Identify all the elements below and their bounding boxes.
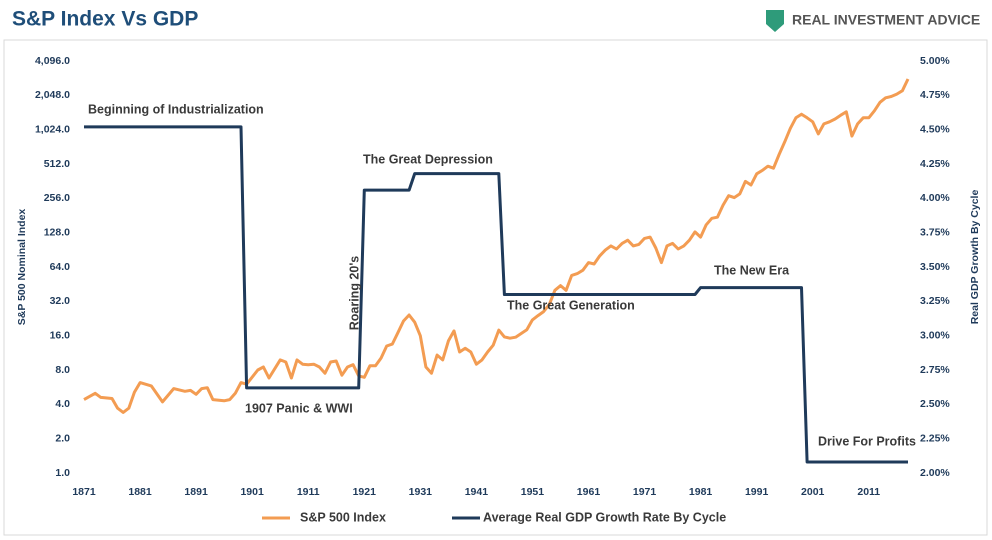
y-tick-label: 2.0 (55, 432, 70, 444)
series-line (83, 78, 910, 414)
y2-tick-label: 4.00% (920, 192, 950, 204)
y-tick-label: 4.0 (55, 398, 70, 410)
y2-tick-label: 2.00% (920, 467, 950, 479)
legend-label: S&P 500 Index (300, 510, 386, 524)
y2-axis-label: Real GDP Growth By Cycle (969, 190, 981, 325)
annotation: Beginning of Industrialization (88, 102, 264, 116)
chart-title: S&P Index Vs GDP (12, 8, 198, 31)
x-tick-label: 1911 (297, 486, 320, 498)
annotation: 1907 Panic & WWI (245, 401, 353, 415)
x-tick-label: 1951 (521, 486, 545, 498)
x-tick-label: 1891 (184, 486, 208, 498)
x-tick-label: 1901 (240, 486, 264, 498)
y2-tick-label: 5.00% (920, 55, 950, 67)
annotation: The Great Depression (363, 152, 493, 166)
y2-tick-label: 4.50% (920, 123, 950, 135)
x-tick-label: 1981 (689, 486, 713, 498)
x-tick-label: 2011 (857, 486, 880, 498)
y-tick-label: 64.0 (50, 261, 71, 273)
x-tick-label: 1921 (353, 486, 377, 498)
brand: REAL INVESTMENT ADVICE (792, 12, 980, 28)
logo-icon (766, 10, 784, 32)
y2-tick-label: 4.25% (920, 158, 950, 170)
y2-tick-label: 2.50% (920, 398, 950, 410)
y-tick-label: 32.0 (50, 295, 71, 307)
y-tick-label: 1,024.0 (35, 123, 70, 135)
y-tick-label: 128.0 (44, 226, 70, 238)
x-tick-label: 1961 (577, 486, 601, 498)
annotation: Roaring 20's (347, 256, 361, 331)
annotation: The New Era (714, 263, 790, 277)
y-tick-label: 512.0 (44, 158, 70, 170)
chart-frame (3, 39, 988, 536)
x-tick-label: 1991 (745, 486, 769, 498)
y2-tick-label: 3.75% (920, 226, 950, 238)
x-tick-label: 2001 (801, 486, 825, 498)
annotation: The Great Generation (507, 298, 635, 312)
y2-tick-label: 2.75% (920, 364, 950, 376)
y-tick-label: 4,096.0 (35, 55, 70, 67)
y-axis-label: S&P 500 Nominal Index (16, 209, 28, 326)
annotation: Drive For Profits (818, 434, 916, 448)
y2-tick-label: 4.75% (920, 89, 950, 101)
x-tick-label: 1881 (128, 486, 152, 498)
y-tick-label: 1.0 (55, 467, 70, 479)
y-tick-label: 8.0 (55, 364, 70, 376)
y-tick-label: 2,048.0 (35, 89, 70, 101)
x-tick-label: 1971 (633, 486, 657, 498)
y2-tick-label: 3.25% (920, 295, 950, 307)
y2-tick-label: 3.00% (920, 329, 950, 341)
x-tick-label: 1931 (409, 486, 433, 498)
x-tick-label: 1871 (72, 486, 96, 498)
y2-tick-label: 3.50% (920, 261, 950, 273)
y-tick-label: 16.0 (50, 329, 71, 341)
x-tick-label: 1941 (465, 486, 489, 498)
y2-tick-label: 2.25% (920, 432, 950, 444)
y-tick-label: 256.0 (44, 192, 70, 204)
legend-label: Average Real GDP Growth Rate By Cycle (483, 510, 726, 524)
series-line (84, 125, 908, 464)
